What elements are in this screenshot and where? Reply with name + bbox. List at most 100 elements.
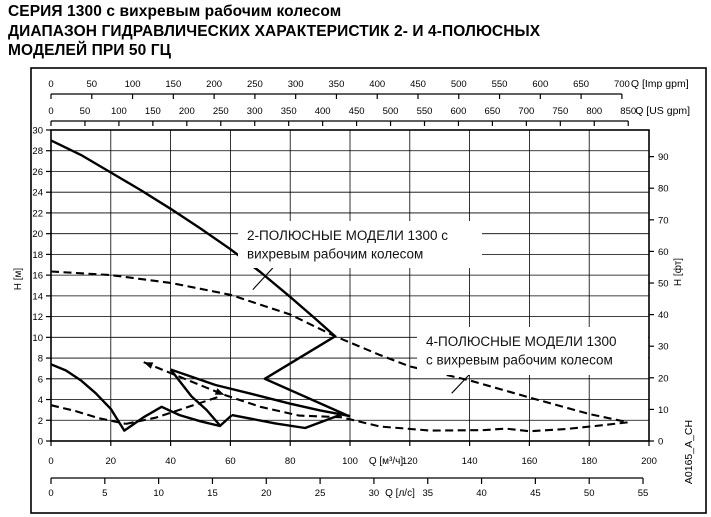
m3h-tick-label: 60 <box>225 456 236 467</box>
imp-gpm-tick-label: 600 <box>532 79 548 90</box>
us-gpm-tick-label: 350 <box>281 106 297 117</box>
curve-2-pole-zigzag-right <box>231 413 342 430</box>
m3h-tick-label: 100 <box>342 456 358 467</box>
h-m-tick-label: 22 <box>32 208 43 219</box>
us-gpm-tick-label: 50 <box>80 106 91 117</box>
imp-gpm-tick-label: 400 <box>369 79 385 90</box>
h-ft-tick-label: 80 <box>658 184 669 195</box>
h-ft-tick-label: 60 <box>658 247 669 258</box>
h-m-axis-label: H [м] <box>13 268 24 291</box>
title-line-3: МОДЕЛЕЙ ПРИ 50 ГЦ <box>8 42 172 59</box>
h-m-tick-label: 4 <box>38 395 43 406</box>
title-line-1: СЕРИЯ 1300 с вихревым рабочим колесом <box>8 3 342 20</box>
m3h-tick-label: 20 <box>106 456 117 467</box>
imp-gpm-tick-label: 500 <box>451 79 467 90</box>
label-2pole-box <box>238 221 482 268</box>
figure-frame <box>30 67 707 514</box>
imp-gpm-tick-label: 250 <box>247 79 263 90</box>
imp-gpm-tick-label: 300 <box>288 79 304 90</box>
imp-gpm-tick-label: 200 <box>206 79 222 90</box>
us-gpm-tick-label: 500 <box>383 106 399 117</box>
ls-axis-label: Q [л/с] <box>385 488 415 499</box>
h-ft-axis-label: H [фт] <box>672 258 684 286</box>
h-ft-tick-label: 70 <box>658 215 669 226</box>
h-m-tick-label: 18 <box>32 250 43 261</box>
label-4pole-text-2: с вихревым рабочим колесом <box>426 353 613 368</box>
m3h-tick-label: 120 <box>402 456 418 467</box>
h-m-tick-label: 12 <box>32 312 43 323</box>
m3h-tick-label: 40 <box>165 456 176 467</box>
ls-tick-label: 5 <box>102 488 107 499</box>
imp-gpm-tick-label: 0 <box>48 79 53 90</box>
imp-gpm-tick-label: 50 <box>86 79 97 90</box>
imp-gpm-tick-label: 350 <box>329 79 345 90</box>
label-4pole-box <box>417 327 648 375</box>
h-ft-tick-label: 10 <box>658 405 669 416</box>
curve-2-pole-envelope-upper <box>50 139 336 338</box>
drawing-code: A0165_A_CH <box>683 420 695 484</box>
m3h-tick-label: 80 <box>285 456 296 467</box>
us-gpm-tick-label: 650 <box>484 106 500 117</box>
imp-gpm-axis-label: Q [Imp gpm] <box>631 78 689 90</box>
us-gpm-tick-label: 300 <box>247 106 263 117</box>
ls-tick-label: 15 <box>207 488 218 499</box>
imp-gpm-tick-label: 650 <box>573 79 589 90</box>
us-gpm-tick-label: 0 <box>48 106 53 117</box>
us-gpm-tick-label: 450 <box>349 106 365 117</box>
m3h-tick-label: 0 <box>48 456 53 467</box>
title-line-2: ДИАПАЗОН ГИДРАВЛИЧЕСКИХ ХАРАКТЕРИСТИК 2-… <box>8 22 541 40</box>
h-ft-tick-label: 30 <box>658 342 669 353</box>
h-m-tick-label: 30 <box>32 126 43 137</box>
us-gpm-tick-label: 750 <box>552 106 568 117</box>
h-m-tick-label: 2 <box>38 416 43 427</box>
ls-tick-label: 40 <box>476 488 487 499</box>
imp-gpm-tick-label: 150 <box>165 79 181 90</box>
us-gpm-tick-label: 700 <box>518 106 534 117</box>
ls-tick-label: 45 <box>530 488 541 499</box>
us-gpm-tick-label: 250 <box>213 106 229 117</box>
us-gpm-tick-label: 200 <box>179 106 195 117</box>
imp-gpm-tick-label: 100 <box>125 79 141 90</box>
h-m-tick-label: 20 <box>32 229 43 240</box>
curve-2-pole-small <box>50 363 233 432</box>
m3h-tick-label: 200 <box>641 456 657 467</box>
us-gpm-tick-label: 800 <box>586 106 602 117</box>
us-gpm-tick-label: 550 <box>417 106 433 117</box>
us-gpm-tick-label: 100 <box>111 106 127 117</box>
us-gpm-axis-label: Q [US gpm] <box>635 105 690 117</box>
m3h-axis-label: Q [м³/ч] <box>369 456 404 467</box>
ls-tick-label: 30 <box>369 488 380 499</box>
us-gpm-tick-label: 850 <box>620 106 636 117</box>
h-m-tick-label: 8 <box>38 354 43 365</box>
curve-4-pole-lower <box>224 393 629 433</box>
figure-titles: СЕРИЯ 1300 с вихревым рабочим колесом ДИ… <box>8 2 708 61</box>
curve-2-pole-envelope-right <box>263 335 351 418</box>
m3h-tick-label: 140 <box>462 456 478 467</box>
m3h-tick-label: 160 <box>521 456 537 467</box>
curve-arrow-end <box>214 388 225 395</box>
m3h-tick-label: 180 <box>581 456 597 467</box>
ls-tick-label: 10 <box>153 488 164 499</box>
curve-4-pole-mid-arrow <box>143 361 225 396</box>
ls-tick-label: 0 <box>48 488 53 499</box>
ls-tick-label: 50 <box>584 488 595 499</box>
us-gpm-tick-label: 600 <box>451 106 467 117</box>
curve-arrow-start <box>143 362 154 369</box>
imp-gpm-tick-label: 700 <box>614 79 630 90</box>
h-m-tick-label: 16 <box>32 271 43 282</box>
h-m-tick-label: 6 <box>38 374 43 385</box>
ls-tick-label: 55 <box>638 488 649 499</box>
h-m-tick-label: 14 <box>32 291 43 302</box>
curve-4-pole-rising <box>125 395 221 425</box>
h-ft-tick-label: 90 <box>658 152 669 163</box>
us-gpm-tick-label: 150 <box>145 106 161 117</box>
ls-tick-label: 25 <box>315 488 326 499</box>
label-2pole-text-2: вихревым рабочим колесом <box>247 247 423 262</box>
ls-tick-label: 20 <box>261 488 272 499</box>
us-gpm-tick-label: 400 <box>315 106 331 117</box>
h-m-tick-label: 10 <box>32 333 43 344</box>
h-m-tick-label: 24 <box>32 188 43 199</box>
curve-4-pole-small <box>50 404 127 425</box>
